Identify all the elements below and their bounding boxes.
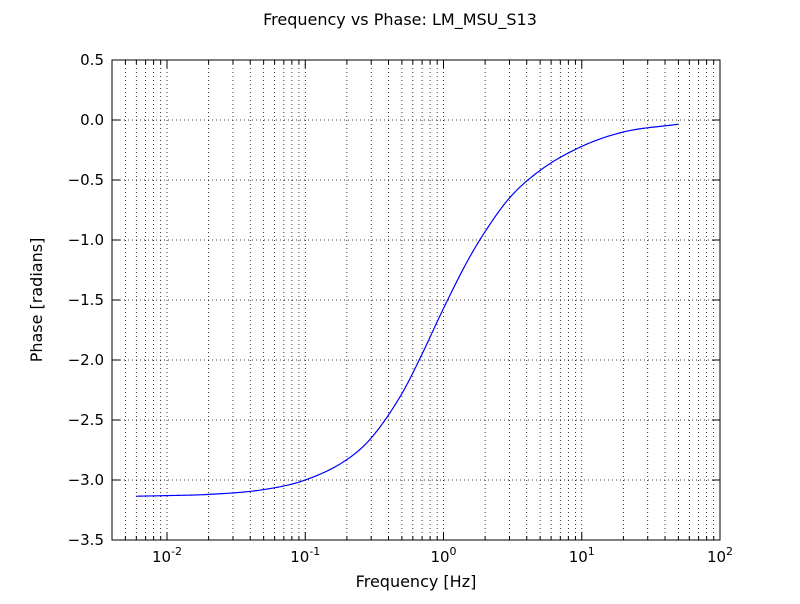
y-axis-label: Phase [radians]	[27, 238, 46, 363]
x-tick-label: 100	[430, 545, 456, 566]
chart-title: Frequency vs Phase: LM_MSU_S13	[263, 10, 537, 30]
y-tick-label: −3.5	[68, 531, 104, 549]
x-tick-label: 102	[707, 545, 733, 566]
y-tick-label: −3.0	[68, 471, 104, 489]
y-tick-label: 0.5	[80, 51, 104, 69]
y-tick-label: −0.5	[68, 171, 104, 189]
x-axis-label: Frequency [Hz]	[356, 572, 477, 591]
y-tick-label: −2.5	[68, 411, 104, 429]
y-tick-label: −1.0	[68, 231, 104, 249]
x-tick-label: 10-2	[152, 545, 182, 566]
axis-ticks: 0.5 0.0 −0.5 −1.0 −1.5 −2.0 −2.5 −3.0 −3.5 10-2 10…	[68, 51, 733, 566]
x-tick-label: 10-1	[290, 545, 320, 566]
x-tick-label: 101	[569, 545, 595, 566]
y-tick-label: −2.0	[68, 351, 104, 369]
y-tick-label: 0.0	[80, 111, 104, 129]
grid	[111, 59, 720, 541]
series-layer	[136, 123, 679, 497]
phase-series-line	[136, 123, 679, 497]
y-tick-label: −1.5	[68, 291, 104, 309]
